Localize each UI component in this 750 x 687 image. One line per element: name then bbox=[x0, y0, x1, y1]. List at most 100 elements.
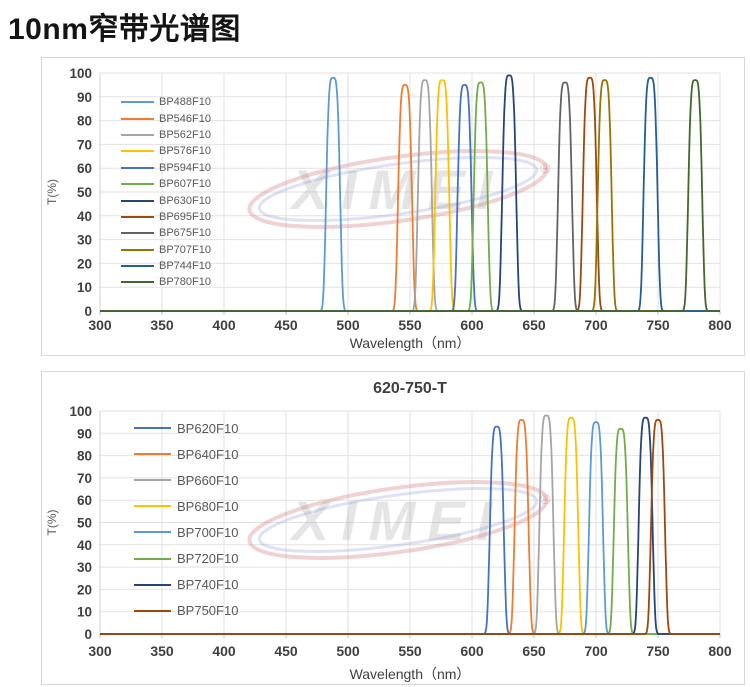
legend-label: BP576F10 bbox=[159, 145, 211, 158]
x-tick-label: 400 bbox=[212, 317, 236, 333]
legend-label: BP488F10 bbox=[159, 96, 211, 109]
x-tick-label: 750 bbox=[646, 643, 670, 659]
legend-bottom: BP620F10 BP640F10 BP660F10 BP680F10 BP700F10… bbox=[134, 415, 238, 624]
y-tick-label: 0 bbox=[84, 627, 92, 642]
watermark-ellipse-inner bbox=[257, 155, 539, 223]
legend-line-icon bbox=[121, 183, 154, 186]
curve-BP750F10 bbox=[100, 419, 720, 635]
x-tick-label: 300 bbox=[88, 643, 112, 659]
legend-item-BP562F10: BP562F10 bbox=[121, 127, 211, 143]
y-tick-label: 20 bbox=[77, 582, 92, 597]
page-title: 10nm窄带光谱图 bbox=[8, 13, 241, 46]
x-tick-label: 800 bbox=[708, 643, 732, 659]
y-tick-label: 30 bbox=[77, 560, 92, 575]
x-tick-label: 400 bbox=[212, 643, 236, 659]
legend-line-icon bbox=[134, 531, 171, 534]
watermark-ellipse-outer bbox=[247, 480, 549, 560]
legend-label: BP695F10 bbox=[159, 210, 211, 223]
legend-line-icon bbox=[121, 101, 154, 104]
legend-label: BP546F10 bbox=[159, 112, 211, 125]
legend-line-icon bbox=[134, 453, 171, 456]
legend-label: BP640F10 bbox=[177, 446, 239, 462]
chart-title-bottom: 620-750-T bbox=[373, 380, 447, 397]
x-tick-label: 350 bbox=[150, 643, 174, 659]
y-tick-label: 60 bbox=[77, 493, 92, 508]
y-tick-label: 80 bbox=[77, 114, 92, 129]
legend-item-BP675F10: BP675F10 bbox=[121, 225, 211, 241]
x-axis-title-bottom: Wavelength（nm） bbox=[349, 666, 471, 682]
y-tick-label: 10 bbox=[77, 605, 92, 620]
x-tick-label: 600 bbox=[460, 317, 484, 333]
legend-line-icon bbox=[121, 166, 154, 169]
legend-label: BP680F10 bbox=[177, 498, 239, 514]
legend-item-BP546F10: BP546F10 bbox=[121, 110, 211, 126]
legend-label: BP720F10 bbox=[177, 551, 239, 567]
legend-item-BP700F10: BP700F10 bbox=[134, 519, 238, 545]
legend-line-icon bbox=[134, 557, 171, 560]
legend-item-BP707F10: BP707F10 bbox=[121, 242, 211, 258]
watermark-ellipse-outer bbox=[247, 149, 549, 229]
y-tick-label: 40 bbox=[77, 538, 92, 553]
legend-line-icon bbox=[121, 265, 154, 268]
watermark-swoosh-icon bbox=[247, 149, 549, 229]
x-tick-label: 700 bbox=[584, 317, 608, 333]
watermark-registered-mark: ® bbox=[540, 160, 551, 176]
legend-line-icon bbox=[121, 150, 154, 153]
legend-label: BP740F10 bbox=[177, 577, 239, 593]
y-tick-label: 80 bbox=[77, 449, 92, 464]
chart-card-bottom: 620-750-T XIMEI ® 0 10 20 30 40 50 60 70 80 90 100 30… bbox=[41, 371, 745, 685]
y-tick-label: 100 bbox=[69, 404, 92, 419]
x-tick-label: 300 bbox=[88, 317, 112, 333]
y-tick-label: 40 bbox=[77, 209, 92, 224]
y-tick-label: 30 bbox=[77, 233, 92, 248]
legend-label: BP620F10 bbox=[177, 420, 239, 436]
spectral-chart-bottom: XIMEI ® 0 10 20 30 40 50 60 70 80 90 100 300 350 400 450… bbox=[45, 404, 732, 659]
legend-label: BP660F10 bbox=[177, 472, 239, 488]
watermark-text: XIMEI bbox=[289, 489, 504, 552]
legend-label: BP630F10 bbox=[159, 194, 211, 207]
legend-line-icon bbox=[134, 479, 171, 482]
legend-label: BP780F10 bbox=[159, 276, 211, 289]
watermark-registered-mark: ® bbox=[540, 491, 551, 507]
legend-label: BP594F10 bbox=[159, 161, 211, 174]
x-tick-label: 500 bbox=[336, 643, 360, 659]
legend-line-icon bbox=[121, 248, 154, 251]
legend-line-icon bbox=[134, 609, 171, 612]
legend-item-BP607F10: BP607F10 bbox=[121, 176, 211, 192]
legend-item-BP780F10: BP780F10 bbox=[121, 274, 211, 290]
y-tick-label: 50 bbox=[77, 185, 92, 200]
x-tick-label: 650 bbox=[522, 317, 546, 333]
legend-label: BP562F10 bbox=[159, 128, 211, 141]
y-tick-label: 20 bbox=[77, 256, 92, 271]
x-axis-title-top: Wavelength（nm） bbox=[349, 335, 471, 351]
legend-item-BP750F10: BP750F10 bbox=[134, 598, 238, 624]
x-tick-label: 800 bbox=[708, 317, 732, 333]
y-tick-label: 90 bbox=[77, 90, 92, 105]
legend-item-BP594F10: BP594F10 bbox=[121, 160, 211, 176]
watermark-ellipse-inner bbox=[257, 486, 539, 554]
x-tick-label: 700 bbox=[584, 643, 608, 659]
legend-top: BP488F10 BP546F10 BP562F10 BP576F10 BP594F10… bbox=[121, 94, 211, 291]
x-tick-label: 550 bbox=[398, 317, 422, 333]
legend-item-BP660F10: BP660F10 bbox=[134, 467, 238, 493]
y-tick-label: 90 bbox=[77, 426, 92, 441]
legend-item-BP744F10: BP744F10 bbox=[121, 258, 211, 274]
legend-line-icon bbox=[121, 133, 154, 136]
legend-item-BP695F10: BP695F10 bbox=[121, 209, 211, 225]
x-tick-label: 450 bbox=[274, 317, 298, 333]
chart-card-top: XIMEI ® 0 10 20 30 40 50 60 70 80 90 100 300 350 400 450… bbox=[41, 57, 745, 356]
legend-line-icon bbox=[121, 281, 154, 284]
legend-label: BP700F10 bbox=[177, 524, 239, 540]
x-tick-label: 500 bbox=[336, 317, 360, 333]
y-axis-title: T(%) bbox=[45, 510, 59, 536]
y-tick-label: 70 bbox=[77, 137, 92, 152]
legend-line-icon bbox=[134, 427, 171, 430]
x-tick-label: 350 bbox=[150, 317, 174, 333]
legend-line-icon bbox=[121, 199, 154, 202]
x-tick-label: 750 bbox=[646, 317, 670, 333]
legend-item-BP488F10: BP488F10 bbox=[121, 94, 211, 110]
legend-item-BP680F10: BP680F10 bbox=[134, 493, 238, 519]
x-tick-label: 550 bbox=[398, 643, 422, 659]
